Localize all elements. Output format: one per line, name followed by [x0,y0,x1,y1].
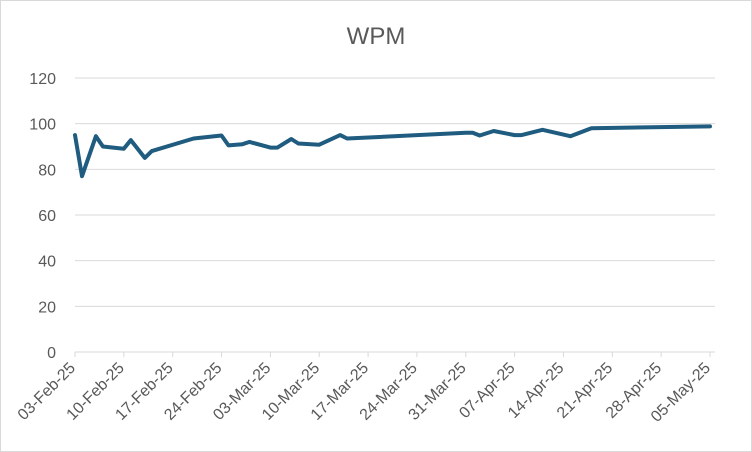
y-tick-label: 40 [38,254,56,271]
y-tick-label: 60 [38,208,56,225]
x-axis-tick-labels: 03-Feb-2510-Feb-2517-Feb-2524-Feb-2503-M… [15,360,714,426]
series-line-0 [73,124,712,179]
y-axis-tick-labels: 0 20 40 60 80 100 120 [29,71,56,362]
y-tick-label: 80 [38,162,56,179]
y-tick-label: 20 [38,299,56,316]
gridlines [75,77,715,307]
y-tick-label: 120 [29,71,56,88]
y-tick-label: 0 [47,345,56,362]
chart-title: WPM [347,23,406,50]
axes [74,351,715,357]
y-tick-label: 100 [29,117,56,134]
series-layer [73,124,712,179]
